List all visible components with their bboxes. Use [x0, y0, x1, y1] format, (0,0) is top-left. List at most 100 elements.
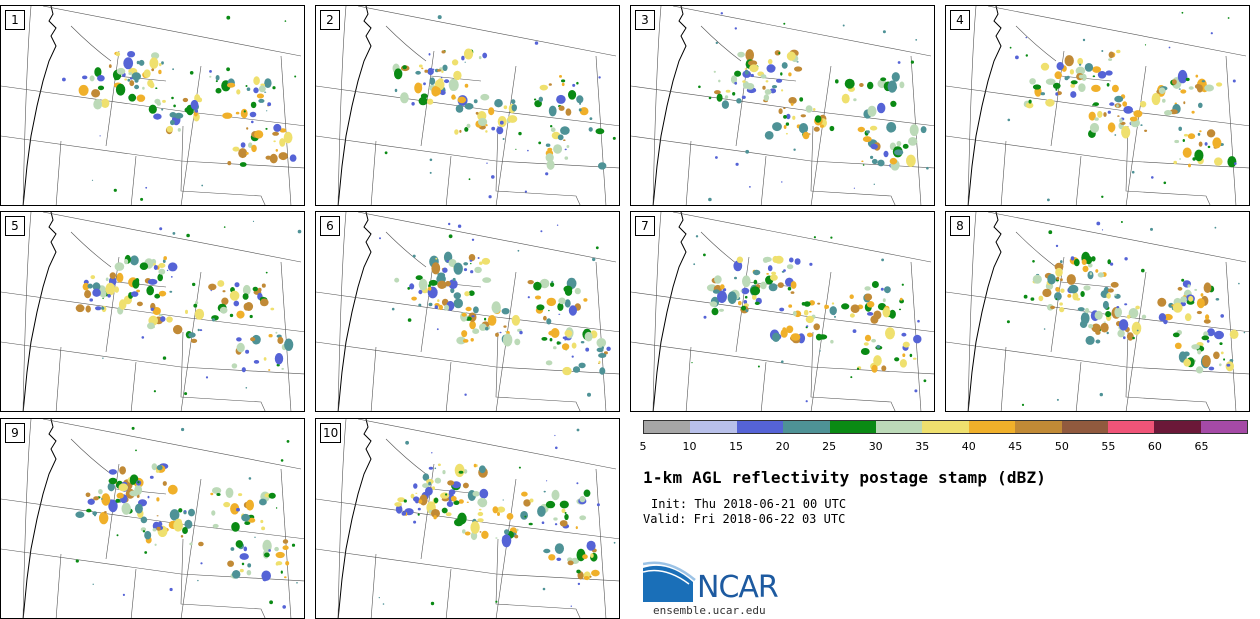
echo-cell	[796, 61, 799, 63]
echo-cell	[437, 299, 440, 302]
state-border	[1125, 65, 1147, 205]
echo-speck	[436, 328, 439, 331]
echo-speck	[550, 125, 553, 128]
echo-cell	[244, 302, 254, 311]
echo-cell	[1094, 310, 1103, 320]
echo-speck	[192, 282, 196, 287]
echo-speck	[873, 183, 875, 185]
echo-cell	[871, 364, 878, 373]
echo-speck	[485, 326, 489, 331]
echo-cell	[1109, 102, 1115, 106]
echo-cell	[456, 336, 466, 345]
echo-cell	[491, 301, 501, 314]
echo-cell	[771, 271, 777, 275]
echo-cell	[545, 143, 551, 147]
echo-cell	[236, 342, 245, 353]
echo-cell	[894, 357, 900, 362]
reflectivity-colorbar	[643, 420, 1248, 434]
echo-cell	[1075, 66, 1086, 75]
echo-cell	[568, 305, 577, 316]
echo-cell	[134, 84, 140, 90]
echo-cell	[461, 312, 467, 317]
echo-cell	[1140, 124, 1143, 126]
echo-cell	[1187, 284, 1191, 288]
echo-cell	[156, 526, 161, 531]
echo-cell	[118, 299, 127, 310]
echo-cell	[146, 285, 154, 296]
echo-cell	[1055, 267, 1063, 277]
echo-cell	[909, 353, 913, 358]
echo-cell	[441, 50, 446, 54]
member-number-label: 1	[5, 10, 25, 30]
member-number-label: 3	[635, 10, 655, 30]
echo-speck	[1021, 403, 1025, 406]
echo-cell	[1078, 83, 1086, 92]
echo-cell	[913, 334, 922, 344]
echo-cell	[867, 105, 877, 117]
echo-speck	[781, 181, 783, 183]
ensemble-member-panel: 1	[0, 5, 305, 206]
echo-cell	[85, 492, 91, 498]
echo-cell	[481, 257, 491, 265]
echo-speck	[1132, 336, 1135, 340]
echo-cell	[156, 515, 159, 517]
echo-cell	[1097, 110, 1103, 118]
echo-cell	[792, 115, 796, 120]
echo-cell	[559, 500, 569, 509]
echo-cell	[479, 488, 489, 499]
echo-cell	[579, 515, 587, 521]
echo-cell	[109, 272, 117, 279]
echo-cell	[184, 107, 193, 113]
echo-cell	[1219, 363, 1222, 367]
echo-cell	[556, 557, 562, 561]
echo-cell	[1201, 80, 1206, 83]
state-border	[631, 135, 934, 169]
echo-cell	[248, 517, 256, 523]
echo-speck	[200, 562, 203, 565]
echo-cell	[869, 125, 878, 131]
echo-cell	[1056, 276, 1060, 281]
echo-cell	[260, 519, 264, 524]
echo-cell	[1174, 139, 1180, 144]
state-border	[495, 65, 517, 205]
echo-cell	[115, 498, 120, 503]
echo-cell	[559, 75, 562, 78]
echo-cell	[134, 503, 143, 514]
echo-cell	[268, 334, 273, 338]
echo-cell	[1092, 66, 1101, 73]
echo-cell	[742, 275, 751, 288]
echo-cell	[1106, 83, 1110, 87]
echo-cell	[717, 290, 727, 303]
echo-speck	[703, 253, 706, 257]
echo-cell	[82, 282, 90, 291]
echo-cell	[720, 284, 725, 290]
echo-cell	[785, 132, 788, 135]
echo-cell	[1114, 95, 1124, 103]
echo-speck	[757, 365, 760, 368]
echo-cell	[144, 530, 152, 540]
echo-cell	[812, 108, 816, 111]
echo-cell	[736, 98, 742, 104]
echo-cell	[871, 281, 879, 288]
echo-cell	[427, 67, 434, 76]
echo-cell	[182, 527, 188, 534]
echo-cell	[156, 101, 162, 106]
echo-cell	[736, 256, 744, 264]
echo-cell	[864, 334, 872, 342]
echo-cell	[598, 162, 607, 170]
state-border	[1015, 231, 1057, 268]
echo-cell	[783, 107, 786, 110]
echo-cell	[438, 304, 443, 310]
echo-cell	[1223, 358, 1226, 361]
echo-cell	[1205, 314, 1210, 320]
echo-cell	[243, 546, 248, 552]
echo-cell	[1073, 258, 1080, 267]
echo-cell	[129, 80, 135, 87]
echo-cell	[1180, 89, 1187, 94]
echo-cell	[503, 325, 507, 328]
echo-cell	[798, 123, 809, 134]
echo-cell	[864, 286, 871, 291]
ensemble-member-panel: 3	[630, 5, 935, 206]
echo-cell	[805, 315, 814, 324]
echo-cell	[501, 308, 510, 315]
